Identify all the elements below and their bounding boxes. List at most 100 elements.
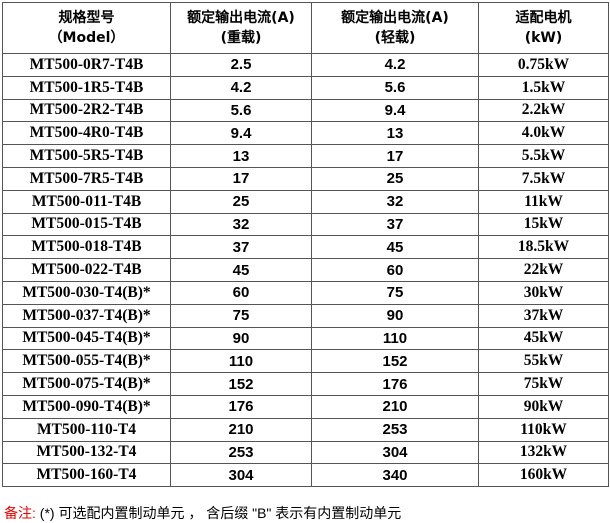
model-cell: MT500-055-T4(B)*	[2, 349, 171, 374]
heavy-load-current-cell: 37	[170, 235, 312, 260]
heavy-load-current-cell: 176	[170, 394, 312, 419]
header-line1: 额定输出电流(A)	[341, 10, 449, 26]
light-load-current-cell: 13	[311, 121, 479, 146]
table-row: MT500-2R2-T4B 5.6 9.4 2.2kW	[2, 98, 609, 123]
heavy-load-current-cell: 5.6	[170, 98, 312, 123]
header-line2: (kW)	[524, 30, 563, 46]
model-cell: MT500-7R5-T4B	[2, 166, 171, 191]
model-cell: MT500-018-T4B	[2, 235, 171, 260]
model-cell: MT500-045-T4(B)*	[2, 326, 171, 351]
light-load-current-cell: 176	[311, 372, 479, 396]
heavy-load-current-cell: 9.4	[170, 121, 312, 146]
table-row: MT500-055-T4(B)* 110 152 55kW	[2, 349, 609, 374]
table-row: MT500-075-T4(B)* 152 176 75kW	[2, 372, 609, 396]
light-load-current-cell: 90	[311, 303, 479, 328]
note-text: (*) 可选配内置制动单元 ， 含后缀 "B" 表示有内置制动单元	[35, 505, 402, 521]
light-load-current-cell: 37	[311, 212, 479, 237]
model-cell: MT500-1R5-T4B	[2, 75, 171, 100]
table-row: MT500-7R5-T4B 17 25 7.5kW	[2, 166, 609, 191]
model-cell: MT500-015-T4B	[2, 212, 171, 237]
header-line1: 规格型号	[58, 10, 115, 26]
light-load-current-cell: 110	[311, 326, 479, 351]
motor-power-cell: 90kW	[478, 394, 609, 419]
table-row: MT500-045-T4(B)* 90 110 45kW	[2, 326, 609, 351]
table-row: MT500-011-T4B 25 32 11kW	[2, 189, 609, 214]
light-load-current-cell: 253	[311, 417, 479, 442]
motor-power-cell: 15kW	[478, 212, 609, 237]
header-row: 规格型号 （Model） 额定输出电流(A) (重载) 额定输出电流(A) (轻载) 适配电…	[2, 2, 609, 54]
motor-power-cell: 160kW	[478, 463, 609, 488]
heavy-load-current-cell: 25	[170, 189, 312, 214]
table-row: MT500-0R7-T4B 2.5 4.2 0.75kW	[2, 53, 609, 77]
header-line2: （Model）	[48, 30, 125, 46]
header-line1: 额定输出电流(A)	[187, 10, 295, 26]
table-row: MT500-1R5-T4B 4.2 5.6 1.5kW	[2, 75, 609, 100]
model-cell: MT500-022-T4B	[2, 258, 171, 282]
model-cell: MT500-037-T4(B)*	[2, 303, 171, 328]
table-row: MT500-090-T4(B)* 176 210 90kW	[2, 394, 609, 419]
motor-power-cell: 18.5kW	[478, 235, 609, 260]
footnote: 备注: (*) 可选配内置制动单元 ， 含后缀 "B" 表示有内置制动单元	[4, 503, 401, 523]
motor-power-cell: 11kW	[478, 189, 609, 214]
motor-power-cell: 110kW	[478, 417, 609, 442]
heavy-load-current-cell: 75	[170, 303, 312, 328]
column-header: 适配电机 (kW)	[478, 2, 609, 54]
light-load-current-cell: 152	[311, 349, 479, 374]
table-row: MT500-110-T4 210 253 110kW	[2, 417, 609, 442]
table-row: MT500-132-T4 253 304 132kW	[2, 440, 609, 465]
motor-power-cell: 22kW	[478, 258, 609, 282]
motor-power-cell: 1.5kW	[478, 75, 609, 100]
model-cell: MT500-011-T4B	[2, 189, 171, 214]
header-line2: (重载)	[220, 30, 262, 46]
light-load-current-cell: 25	[311, 166, 479, 191]
light-load-current-cell: 32	[311, 189, 479, 214]
light-load-current-cell: 304	[311, 440, 479, 465]
light-load-current-cell: 4.2	[311, 53, 479, 77]
light-load-current-cell: 60	[311, 258, 479, 282]
heavy-load-current-cell: 17	[170, 166, 312, 191]
motor-power-cell: 5.5kW	[478, 144, 609, 168]
motor-power-cell: 7.5kW	[478, 166, 609, 191]
motor-power-cell: 2.2kW	[478, 98, 609, 123]
model-cell: MT500-030-T4(B)*	[2, 280, 171, 305]
table-row: MT500-018-T4B 37 45 18.5kW	[2, 235, 609, 260]
heavy-load-current-cell: 304	[170, 463, 312, 488]
model-cell: MT500-132-T4	[2, 440, 171, 465]
light-load-current-cell: 9.4	[311, 98, 479, 123]
model-cell: MT500-0R7-T4B	[2, 53, 171, 77]
heavy-load-current-cell: 4.2	[170, 75, 312, 100]
light-load-current-cell: 5.6	[311, 75, 479, 100]
heavy-load-current-cell: 152	[170, 372, 312, 396]
motor-power-cell: 55kW	[478, 349, 609, 374]
table-row: MT500-4R0-T4B 9.4 13 4.0kW	[2, 121, 609, 146]
table-row: MT500-5R5-T4B 13 17 5.5kW	[2, 144, 609, 168]
heavy-load-current-cell: 13	[170, 144, 312, 168]
heavy-load-current-cell: 60	[170, 280, 312, 305]
spec-table: 规格型号 （Model） 额定输出电流(A) (重载) 额定输出电流(A) (轻载) 适配电…	[2, 2, 609, 488]
model-cell: MT500-4R0-T4B	[2, 121, 171, 146]
model-cell: MT500-075-T4(B)*	[2, 372, 171, 396]
motor-power-cell: 37kW	[478, 303, 609, 328]
motor-power-cell: 0.75kW	[478, 53, 609, 77]
header-line2: (轻载)	[374, 30, 416, 46]
model-cell: MT500-090-T4(B)*	[2, 394, 171, 419]
light-load-current-cell: 75	[311, 280, 479, 305]
column-header: 额定输出电流(A) (重载)	[170, 2, 312, 54]
table-row: MT500-015-T4B 32 37 15kW	[2, 212, 609, 237]
light-load-current-cell: 45	[311, 235, 479, 260]
model-cell: MT500-160-T4	[2, 463, 171, 488]
note-label: 备注:	[4, 505, 36, 521]
light-load-current-cell: 17	[311, 144, 479, 168]
light-load-current-cell: 210	[311, 394, 479, 419]
heavy-load-current-cell: 253	[170, 440, 312, 465]
table-row: MT500-037-T4(B)* 75 90 37kW	[2, 303, 609, 328]
motor-power-cell: 4.0kW	[478, 121, 609, 146]
table-row: MT500-160-T4 304 340 160kW	[2, 463, 609, 488]
motor-power-cell: 30kW	[478, 280, 609, 305]
heavy-load-current-cell: 110	[170, 349, 312, 374]
heavy-load-current-cell: 210	[170, 417, 312, 442]
heavy-load-current-cell: 32	[170, 212, 312, 237]
model-cell: MT500-2R2-T4B	[2, 98, 171, 123]
motor-power-cell: 75kW	[478, 372, 609, 396]
header-line1: 适配电机	[515, 10, 572, 26]
